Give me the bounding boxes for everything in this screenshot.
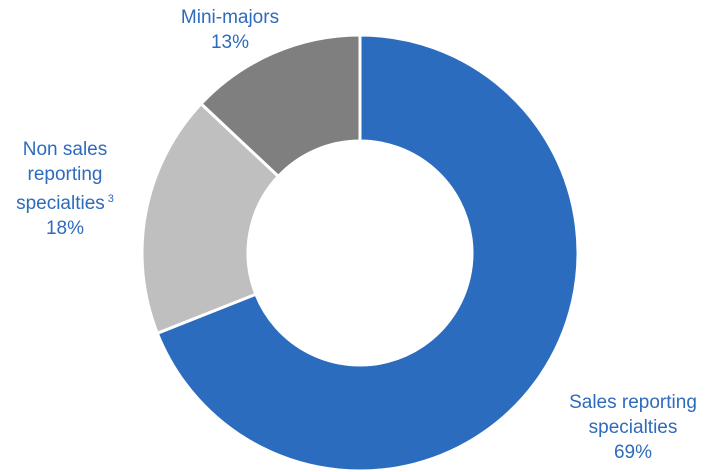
value-label: 18% (45, 218, 85, 239)
category-text: Non sales reporting specialties (16, 139, 108, 214)
category-text: Mini-majors (180, 7, 280, 28)
value-label: 69% (613, 442, 653, 463)
donut-slice (155, 33, 580, 472)
value-label: 13% (210, 32, 250, 53)
footnote-mark: 3 (107, 193, 114, 205)
slice-label: Non sales reporting specialties 3 18% (0, 137, 135, 241)
category-name: Mini-majors (150, 5, 310, 30)
slice-label: Sales reporting specialties 69% (548, 390, 707, 465)
category-name: Non sales reporting specialties 3 (0, 137, 135, 216)
donut-slice (140, 101, 281, 336)
donut-slice (198, 33, 362, 179)
category-text: Sales reporting specialties (569, 392, 697, 438)
slice-label: Mini-majors 13% (150, 5, 310, 55)
category-name: Sales reporting specialties (548, 390, 707, 440)
